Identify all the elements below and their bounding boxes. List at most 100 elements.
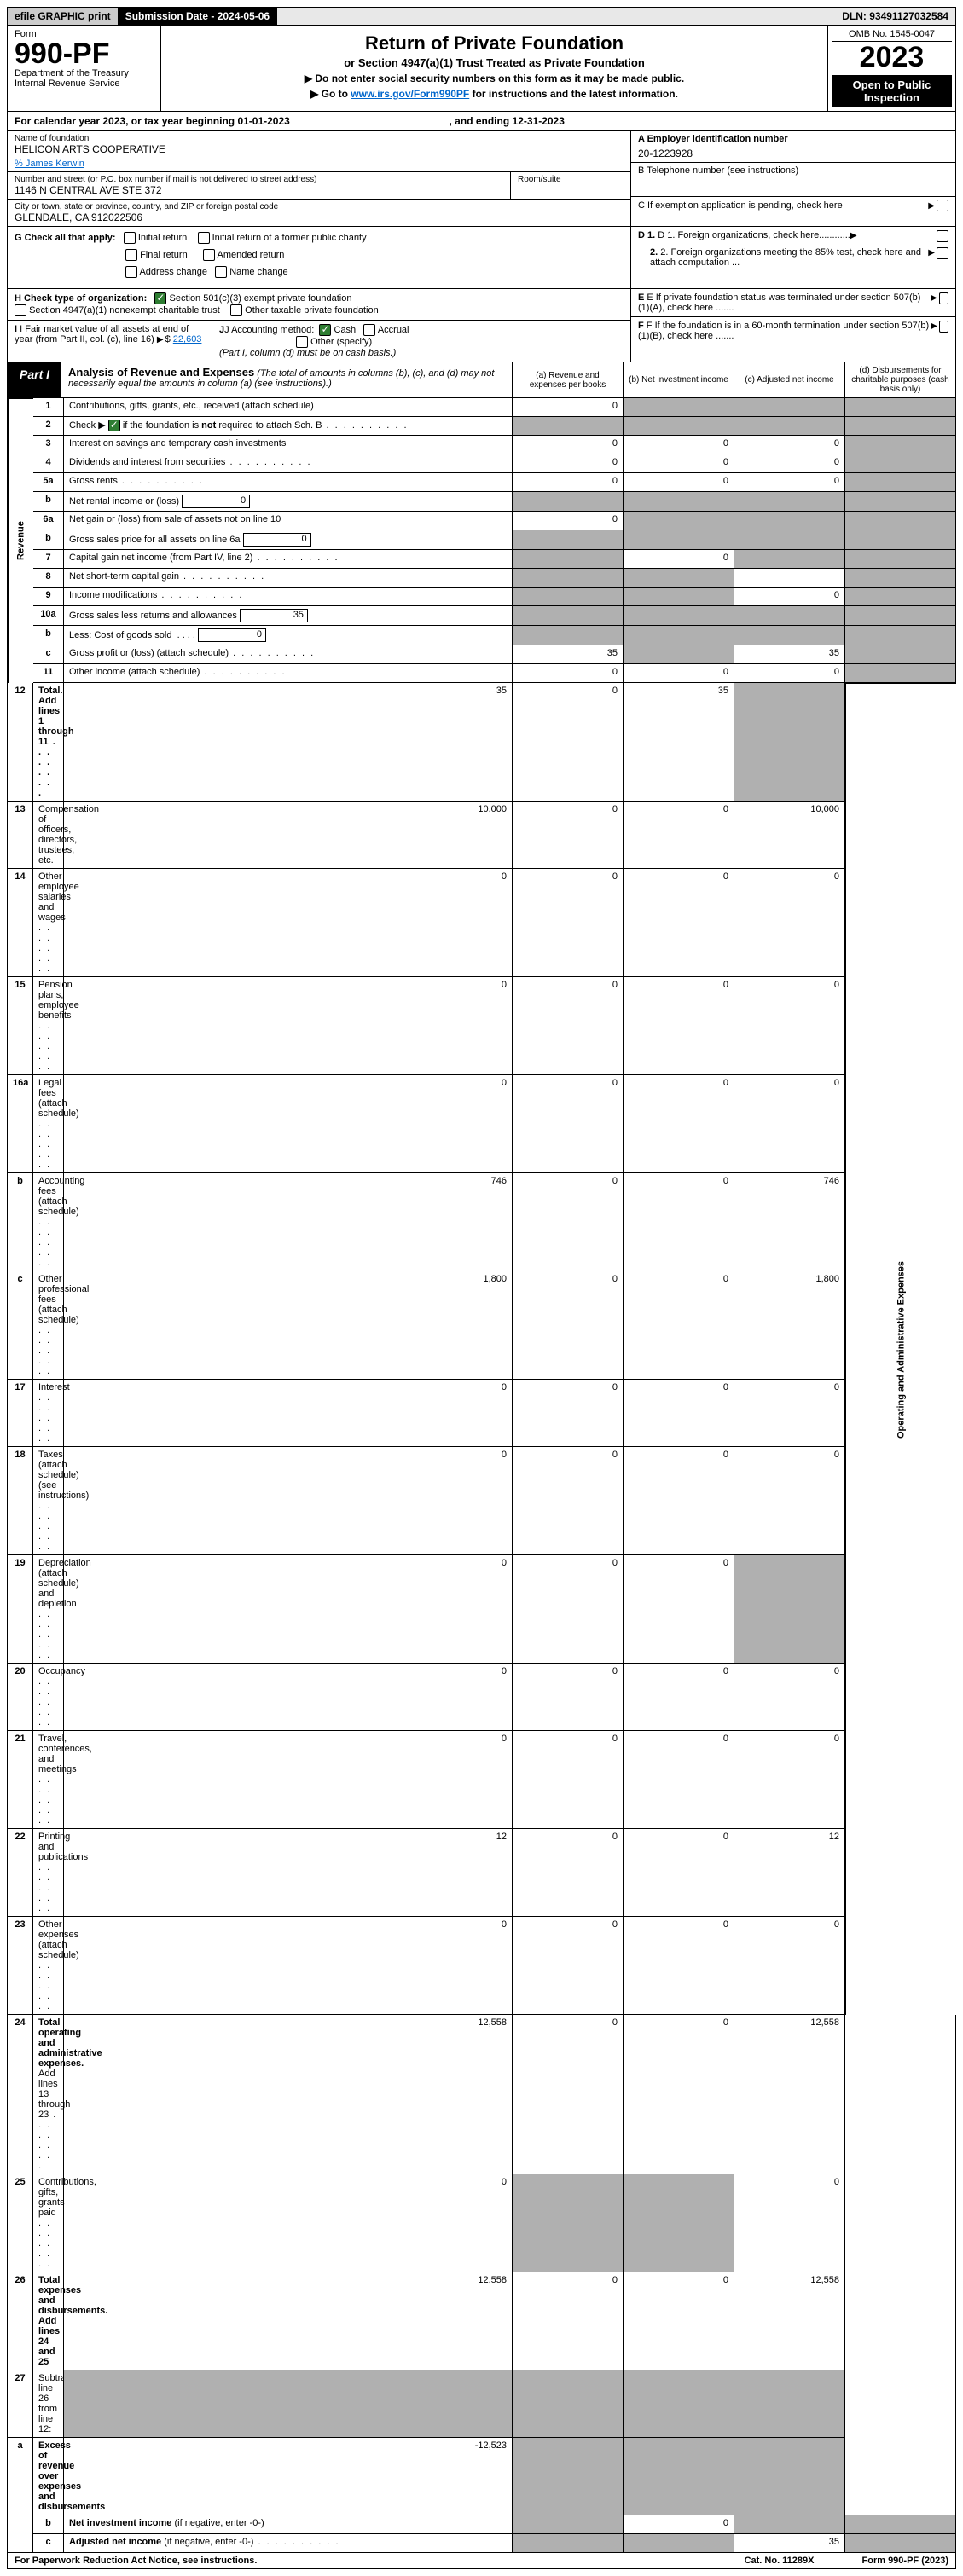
open-public-badge: Open to Public Inspection xyxy=(832,75,952,107)
line-desc: Pension plans, employee benefits xyxy=(33,977,64,1075)
d2-label: 2. Foreign organizations meeting the 85%… xyxy=(650,247,921,268)
cell-b xyxy=(624,492,734,512)
arrow-icon xyxy=(931,292,939,303)
cell-b: 0 xyxy=(513,869,624,977)
j-accrual-check[interactable] xyxy=(363,324,375,336)
d1-check[interactable] xyxy=(937,230,948,242)
cell-c xyxy=(734,606,845,626)
line-no: 5a xyxy=(33,473,64,492)
cell-b: 0 xyxy=(513,1173,624,1271)
care-of[interactable]: % James Kerwin xyxy=(15,159,84,169)
line-desc: Other expenses (attach schedule) xyxy=(33,1917,64,2015)
cell-d: 0 xyxy=(734,977,845,1075)
cell-c xyxy=(734,512,845,530)
h-4947-check[interactable] xyxy=(15,304,26,316)
submission-date: Submission Date - 2024-05-06 xyxy=(119,8,277,25)
cell-d: 10,000 xyxy=(734,802,845,869)
line-desc: Net short-term capital gain xyxy=(64,569,513,588)
part1-table: Revenue 1 Contributions, gifts, grants, … xyxy=(7,398,956,2553)
c-label: C If exemption application is pending, c… xyxy=(638,200,843,211)
cell-d: 12 xyxy=(734,1829,845,1917)
cell-b xyxy=(624,588,734,606)
j-other-check[interactable] xyxy=(296,336,308,348)
sch-b-check[interactable] xyxy=(108,420,120,431)
cell-a xyxy=(513,2534,624,2553)
cell-b: 0 xyxy=(513,977,624,1075)
g-initial-former-check[interactable] xyxy=(198,232,210,244)
cell-b: 0 xyxy=(624,436,734,454)
cell-d: 12,558 xyxy=(734,2015,845,2174)
line-desc: Printing and publications xyxy=(33,1829,64,1917)
line-no: 2 xyxy=(33,417,64,436)
cell-a: 0 xyxy=(64,1664,513,1731)
cell-a: 0 xyxy=(64,869,513,977)
cell-a: 746 xyxy=(64,1173,513,1271)
line-no: 12 xyxy=(8,683,33,802)
cell-a: 0 xyxy=(64,1380,513,1447)
cell-a: 0 xyxy=(513,398,624,417)
h-501c3-check[interactable] xyxy=(154,292,166,304)
g-initial-return-check[interactable] xyxy=(124,232,136,244)
cell-b: 0 xyxy=(513,1380,624,1447)
j-cash-check[interactable] xyxy=(319,324,331,336)
col-c-head: (c) Adjusted net income xyxy=(734,362,844,397)
cell-d xyxy=(845,2515,956,2534)
line-no: 7 xyxy=(33,550,64,569)
line-desc: Subtract line 26 from line 12: xyxy=(33,2370,64,2438)
h-501c3: Section 501(c)(3) exempt private foundat… xyxy=(169,293,351,304)
line-no: 6a xyxy=(33,512,64,530)
expenses-label: Operating and Administrative Expenses xyxy=(845,683,956,2015)
cell-c: 35 xyxy=(624,683,734,802)
efile-print-button[interactable]: efile GRAPHIC print xyxy=(8,8,119,25)
f-check[interactable] xyxy=(939,321,948,333)
cell-a: 35 xyxy=(64,683,513,802)
city-state-zip: GLENDALE, CA 912022506 xyxy=(15,211,624,223)
cell-b xyxy=(513,2438,624,2515)
entity-section: Name of foundation HELICON ARTS COOPERAT… xyxy=(7,131,956,227)
g-amended-check[interactable] xyxy=(203,249,215,261)
form-title: Return of Private Foundation xyxy=(168,32,821,55)
line-desc: Other employee salaries and wages xyxy=(33,869,64,977)
line-desc: Gross profit or (loss) (attach schedule) xyxy=(64,645,513,664)
col-a-head: (a) Revenue and expenses per books xyxy=(512,362,623,397)
line-desc: Depreciation (attach schedule) and deple… xyxy=(33,1555,64,1664)
cell-b: 0 xyxy=(513,683,624,802)
line-no: 25 xyxy=(8,2174,33,2272)
g-d-section: G Check all that apply: Initial return I… xyxy=(7,227,956,289)
g-name-check[interactable] xyxy=(215,266,227,278)
cell-c: 0 xyxy=(624,1380,734,1447)
h-other-check[interactable] xyxy=(230,304,242,316)
form-header: Form 990-PF Department of the Treasury I… xyxy=(7,26,956,112)
instr-ssn: ▶ Do not enter social security numbers o… xyxy=(168,72,821,84)
d2-check[interactable] xyxy=(937,247,948,259)
i-value[interactable]: 22,603 xyxy=(173,334,202,344)
line-no: 23 xyxy=(8,1917,33,2015)
omb-number: OMB No. 1545-0047 xyxy=(832,29,952,42)
line-desc: Contributions, gifts, grants paid xyxy=(33,2174,64,2272)
e-label: E If private foundation status was termi… xyxy=(638,292,920,313)
cal-year-begin: For calendar year 2023, or tax year begi… xyxy=(15,115,290,127)
g-address-check[interactable] xyxy=(125,266,137,278)
cell-c: 0 xyxy=(624,2015,734,2174)
line-no: b xyxy=(33,492,64,512)
line-desc: Gross sales price for all assets on line… xyxy=(64,530,513,550)
cell-c: 0 xyxy=(624,802,734,869)
cell-b xyxy=(624,2534,734,2553)
line-desc: Total. Add lines 1 through 11 xyxy=(33,683,64,802)
cell-d xyxy=(845,454,956,473)
c-checkbox[interactable] xyxy=(937,200,948,211)
form-link[interactable]: www.irs.gov/Form990PF xyxy=(351,88,469,100)
e-check[interactable] xyxy=(939,292,948,304)
cell-d xyxy=(845,569,956,588)
cell-c xyxy=(624,2174,734,2272)
cell-d: 1,800 xyxy=(734,1271,845,1380)
cell-c: 35 xyxy=(734,645,845,664)
g-final-check[interactable] xyxy=(125,249,137,261)
cell-d xyxy=(734,1555,845,1664)
cell-b: 0 xyxy=(624,2515,734,2534)
line-desc: Interest xyxy=(33,1380,64,1447)
cell-a: 0 xyxy=(513,454,624,473)
line-no: c xyxy=(33,645,64,664)
tax-year: 2023 xyxy=(832,42,952,73)
cell-a xyxy=(513,569,624,588)
